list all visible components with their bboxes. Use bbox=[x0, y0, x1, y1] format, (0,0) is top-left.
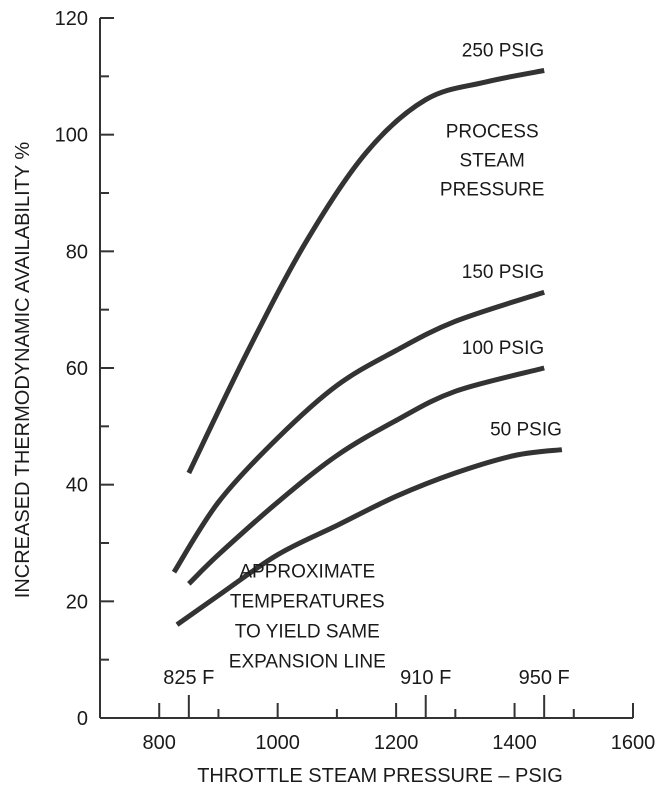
y-tick-label: 100 bbox=[55, 125, 88, 147]
annotation-process-steam: STEAM bbox=[459, 151, 524, 172]
annotation-approximate: APPROXIMATE bbox=[239, 562, 375, 583]
y-tick-label: 0 bbox=[77, 708, 88, 730]
temperature-marker-label: 910 F bbox=[400, 667, 451, 689]
series-line bbox=[171, 289, 545, 574]
series-label: 150 PSIG bbox=[462, 262, 544, 283]
x-tick-label: 1200 bbox=[374, 732, 419, 754]
temperature-marker-label: 950 F bbox=[519, 667, 570, 689]
y-axis-title: INCREASED THERMODYNAMIC AVAILABILITY % bbox=[12, 142, 34, 599]
series-label: 250 PSIG bbox=[462, 41, 544, 62]
x-tick-label: 1000 bbox=[255, 732, 300, 754]
temperature-marker-label: 825 F bbox=[163, 667, 214, 689]
x-axis-title: THROTTLE STEAM PRESSURE – PSIG bbox=[197, 765, 563, 787]
x-tick-label: 1600 bbox=[611, 732, 656, 754]
series-line bbox=[186, 68, 545, 475]
annotation-approximate: TO YIELD SAME bbox=[235, 622, 380, 643]
x-tick-label: 1400 bbox=[492, 732, 537, 754]
y-tick-label: 80 bbox=[66, 241, 88, 263]
axes: 0 20 40 60 80 100 120 800 1000 1200 1400 1600 bbox=[55, 8, 656, 754]
y-tick-label: 120 bbox=[55, 8, 88, 30]
series-label: 100 PSIG bbox=[462, 338, 544, 359]
series-layer bbox=[171, 68, 563, 627]
y-tick-label: 20 bbox=[66, 591, 88, 613]
label-layer: 250 PSIG 150 PSIG 100 PSIG 50 PSIG PROCESS ST… bbox=[163, 41, 569, 690]
annotation-process-steam: PROCESS bbox=[446, 122, 539, 143]
y-tick-label: 40 bbox=[66, 475, 88, 497]
annotation-process-steam: PRESSURE bbox=[440, 180, 545, 201]
annotation-approximate: TEMPERATURES bbox=[230, 592, 385, 613]
series-line bbox=[175, 447, 563, 627]
series-label: 50 PSIG bbox=[490, 420, 562, 441]
y-tick-label: 60 bbox=[66, 358, 88, 380]
annotation-approximate: EXPANSION LINE bbox=[229, 652, 386, 673]
x-tick-label: 800 bbox=[143, 732, 176, 754]
series-line bbox=[187, 365, 545, 586]
